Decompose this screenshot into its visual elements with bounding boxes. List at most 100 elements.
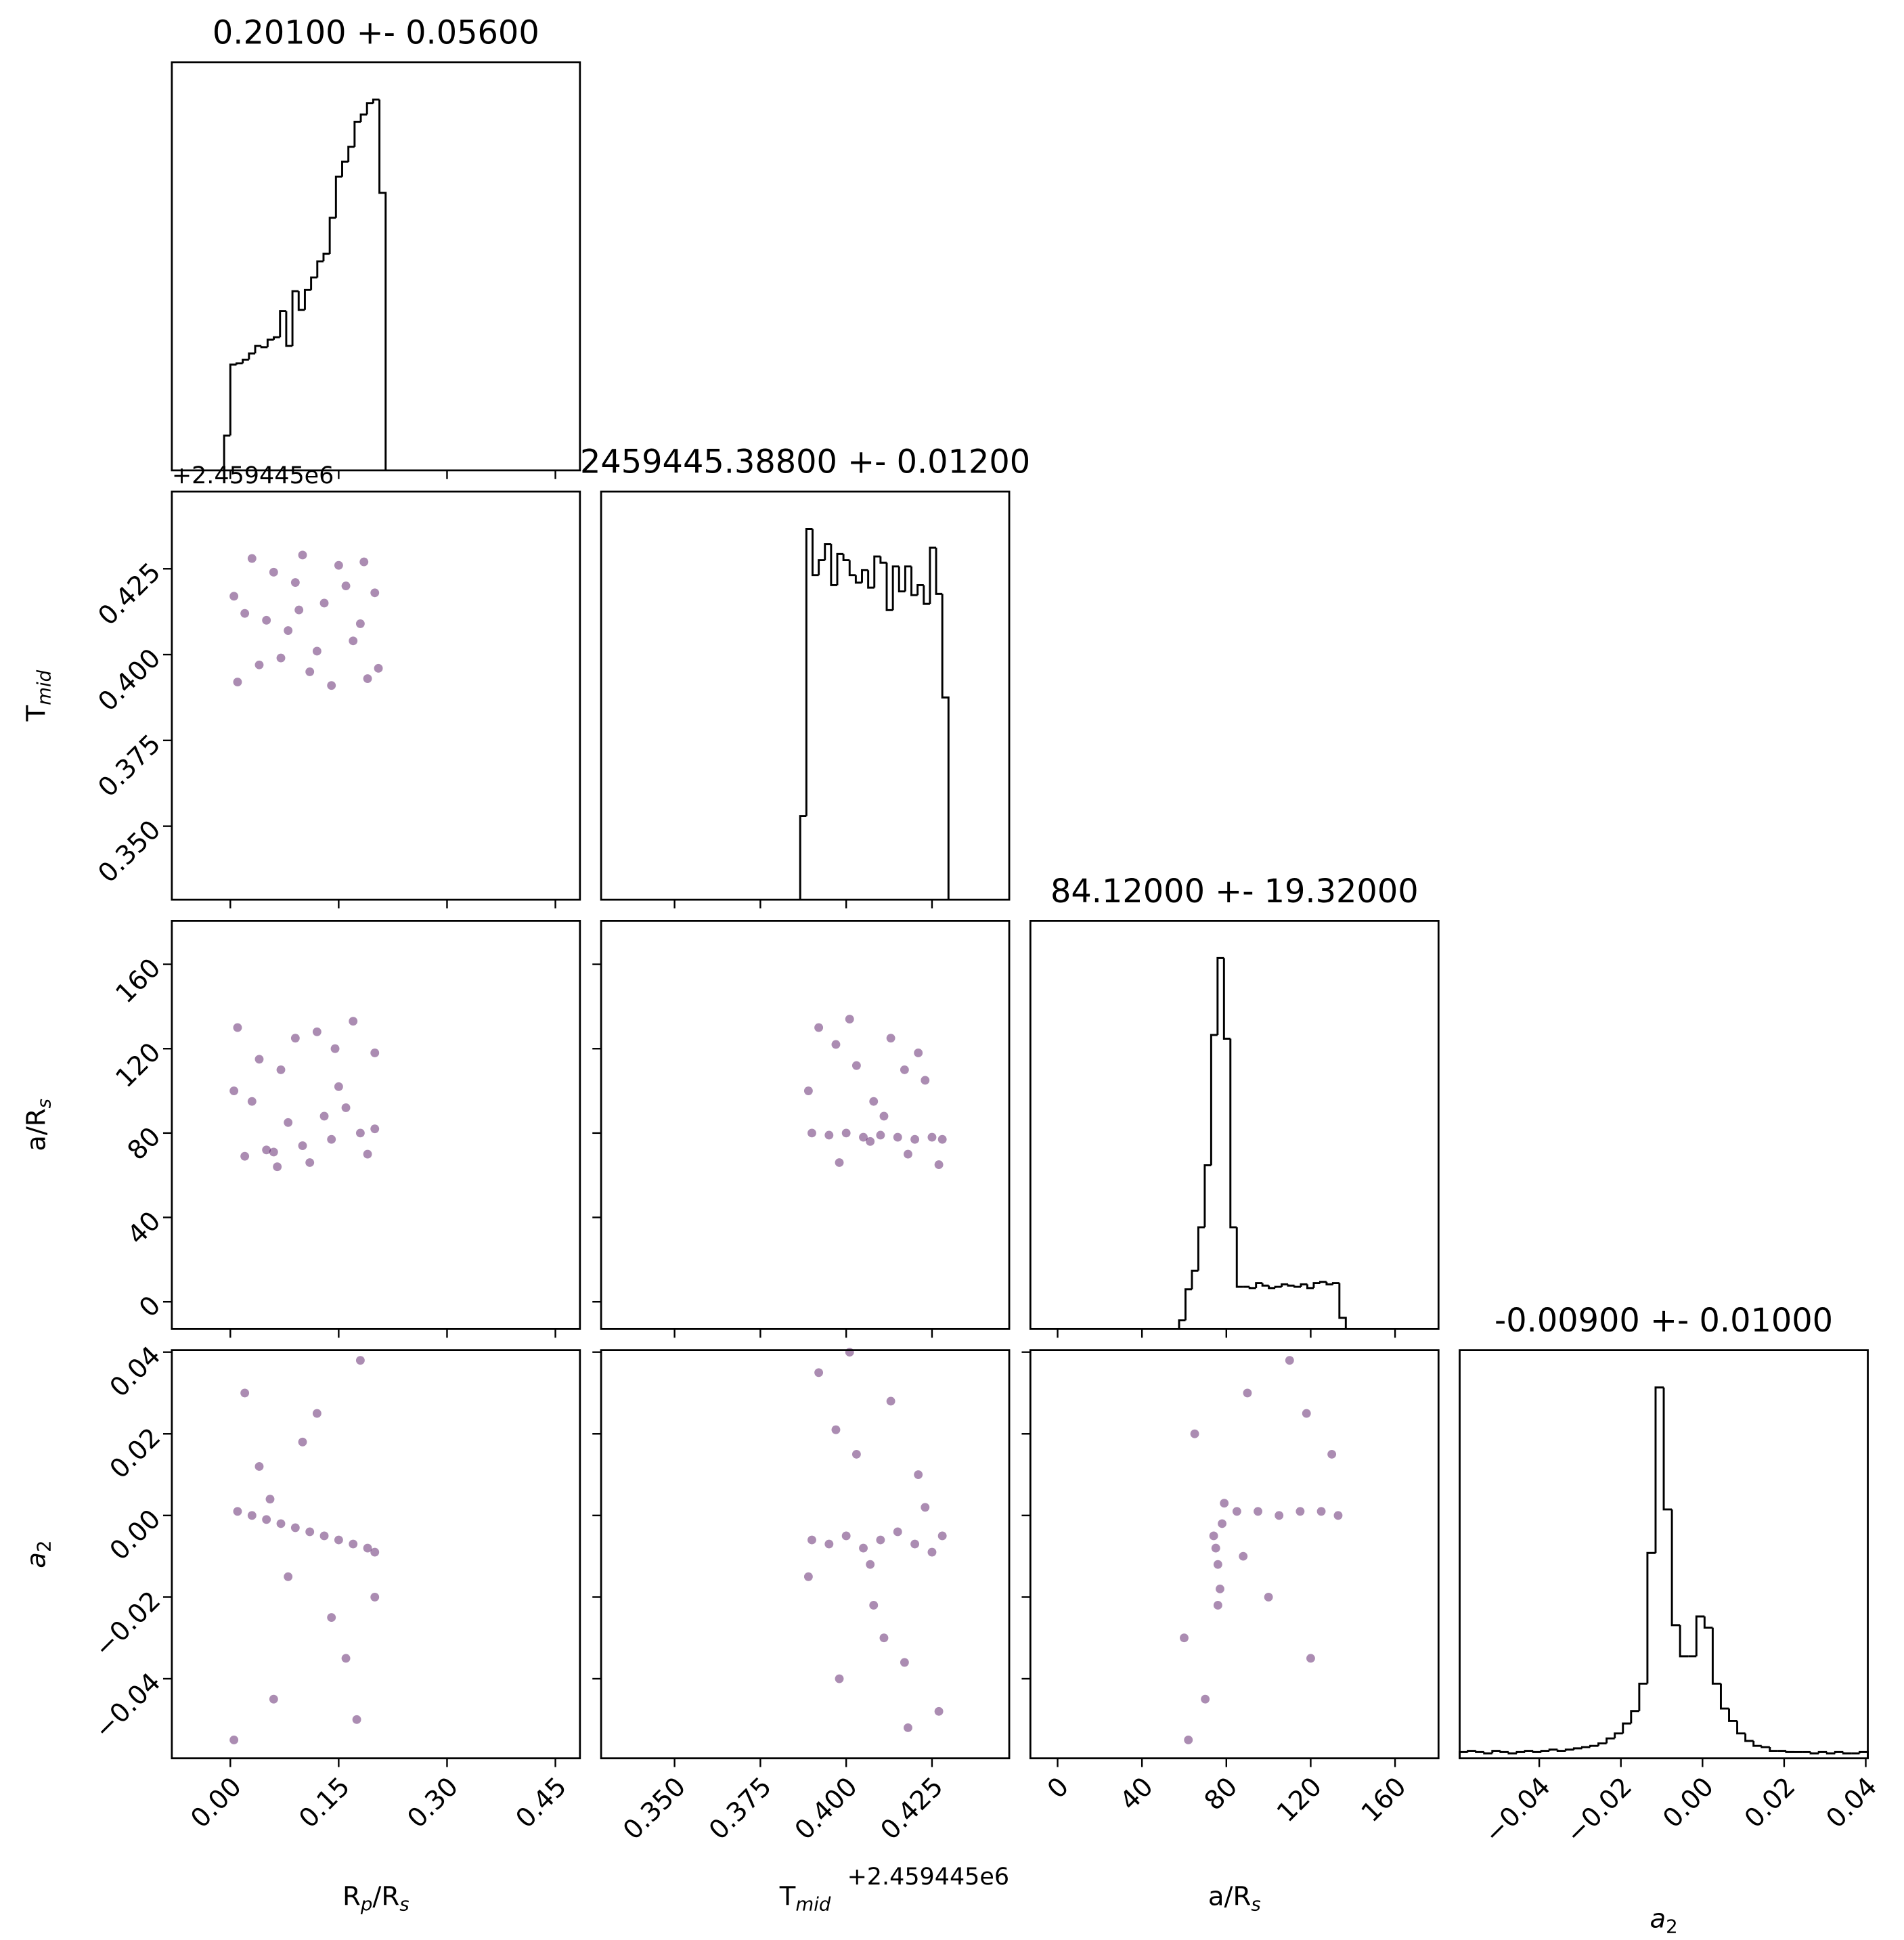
- scatter-point: [914, 1049, 923, 1057]
- scatter-point: [341, 1654, 351, 1663]
- histogram-bin: [303, 288, 311, 310]
- scatter-point: [229, 1736, 239, 1744]
- histogram-bin: [1630, 1710, 1639, 1724]
- axis-label-part: /R: [372, 1881, 399, 1912]
- axis-label-part: p: [360, 1893, 373, 1916]
- histogram-bin: [1222, 958, 1231, 1040]
- histogram-bin: [1606, 1737, 1615, 1744]
- histogram-bin: [1711, 1627, 1721, 1685]
- scatter-point: [319, 598, 329, 608]
- scatter-point: [1213, 1601, 1222, 1610]
- scatter-point: [921, 1503, 930, 1512]
- panel-title: 84.12000 +- 19.32000: [1050, 873, 1419, 910]
- panel-frame: [171, 490, 581, 901]
- scatter-point: [1333, 1511, 1343, 1520]
- scatter-point: [349, 636, 358, 646]
- scatter-point: [1209, 1531, 1218, 1541]
- scatter-point: [900, 1065, 909, 1074]
- histogram-bin: [1338, 1283, 1347, 1329]
- histogram-bin: [1556, 1749, 1566, 1752]
- panel-title: 2459445.38800 +- 0.01200: [580, 444, 1030, 481]
- scatter-point: [233, 1023, 242, 1032]
- histogram-bin: [1248, 1287, 1256, 1289]
- scatter-point: [374, 663, 383, 673]
- scatter-point: [290, 578, 300, 587]
- scatter-point: [284, 1118, 293, 1127]
- scatter-point: [247, 1097, 257, 1106]
- scatter-point: [284, 626, 293, 635]
- scatter-point: [914, 1470, 923, 1479]
- scatter-point: [240, 1151, 250, 1161]
- scatter-point: [831, 1040, 841, 1049]
- scatter-point: [273, 1162, 282, 1172]
- panel-frame: [600, 920, 1011, 1330]
- histogram-bin: [1281, 1283, 1289, 1287]
- scatter-point: [934, 1160, 944, 1170]
- axis-label-part: s: [32, 1099, 55, 1108]
- histogram-bin: [1842, 1752, 1852, 1755]
- histogram-bin: [1287, 1284, 1295, 1287]
- scatter-point: [305, 1527, 315, 1537]
- scatter-point: [893, 1527, 902, 1537]
- scatter-point: [1316, 1507, 1326, 1516]
- axis-label-part: R: [342, 1881, 361, 1912]
- scatter-point: [269, 1147, 278, 1157]
- scatter-point: [341, 581, 351, 591]
- scatter-point: [845, 1015, 854, 1024]
- axis-label: a/Rs: [21, 1099, 56, 1151]
- histogram-bin: [291, 290, 299, 347]
- scatter-point: [869, 1097, 879, 1106]
- histogram-bin: [254, 345, 262, 354]
- scatter-point: [284, 1572, 293, 1581]
- histogram-bin: [366, 102, 374, 115]
- histogram-bin: [929, 546, 937, 604]
- histogram-bin: [1507, 1752, 1517, 1755]
- panel-frame: [171, 1349, 581, 1759]
- scatter-point: [1190, 1429, 1199, 1438]
- histogram-bin: [1589, 1744, 1599, 1748]
- histogram-bin: [1274, 1285, 1282, 1288]
- histogram-bin: [842, 554, 850, 562]
- panel-frame: [171, 61, 581, 472]
- panel-title: -0.00900 +- 0.01000: [1495, 1302, 1833, 1340]
- histogram-bin: [854, 575, 862, 584]
- scatter-point: [904, 1149, 912, 1159]
- panel-title: 0.20100 +- 0.05600: [213, 14, 539, 51]
- histogram-bin: [836, 552, 844, 586]
- scatter-point: [1201, 1694, 1210, 1704]
- scatter-point: [370, 1547, 380, 1557]
- histogram-bin: [1638, 1682, 1647, 1711]
- histogram-bin: [273, 336, 280, 340]
- scatter-point: [352, 1715, 361, 1724]
- scatter-point: [910, 1134, 920, 1144]
- scatter-point: [290, 1523, 300, 1533]
- histogram-bin: [1261, 1283, 1269, 1287]
- scatter-point: [298, 1141, 307, 1151]
- scatter-point: [937, 1134, 947, 1144]
- axis-label: a2: [1650, 1903, 1677, 1938]
- axis-label-part: a: [21, 1552, 51, 1568]
- histogram-bin: [1752, 1740, 1762, 1747]
- histogram-bin: [923, 585, 930, 605]
- histogram-bin: [328, 217, 336, 255]
- scatter-point: [319, 1531, 329, 1541]
- scatter-point: [370, 588, 380, 598]
- axis-label: Rp/Rs: [342, 1881, 409, 1916]
- histogram-bin: [1515, 1750, 1526, 1754]
- histogram-bin: [1695, 1615, 1705, 1656]
- histogram-bin: [1679, 1625, 1689, 1658]
- scatter-point: [859, 1543, 868, 1553]
- scatter-point: [927, 1547, 937, 1557]
- scatter-point: [1220, 1499, 1229, 1508]
- histogram-bin: [341, 160, 349, 177]
- scatter-point: [845, 1348, 854, 1357]
- scatter-point: [1327, 1449, 1337, 1459]
- histogram-bin: [830, 544, 837, 586]
- histogram-bin: [1293, 1285, 1301, 1288]
- scatter-point: [349, 1017, 358, 1026]
- scatter-point: [334, 1082, 343, 1091]
- histogram-bin: [848, 560, 856, 577]
- histogram-bin: [873, 555, 881, 588]
- histogram-bin: [229, 363, 237, 436]
- scatter-point: [934, 1706, 944, 1716]
